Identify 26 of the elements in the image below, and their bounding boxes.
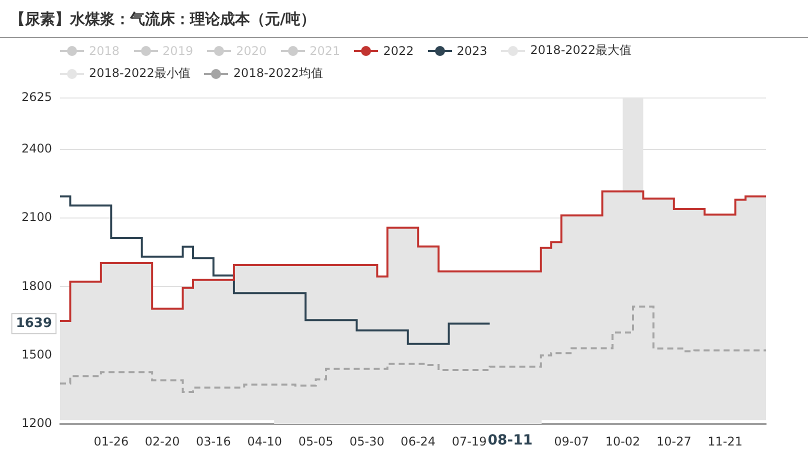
x-tick-label: 09-07	[554, 434, 590, 448]
text: 1639	[16, 316, 52, 331]
legend-label: 2018-2022最小值	[89, 65, 190, 82]
legend-label: 2018-2022最大值	[530, 42, 632, 59]
legend-label: 2018-2022均值	[233, 65, 323, 82]
x-tick-label: 05-30	[350, 434, 384, 448]
y-tick-label: 2100	[21, 210, 52, 224]
x-tick-label: 10-27	[656, 434, 692, 448]
y-tick-label: 2625	[21, 90, 52, 104]
chart-title: 【尿素】水煤浆：气流床：理论成本（元/吨）	[0, 0, 808, 38]
y-tick-label: 2400	[21, 142, 52, 156]
y-tick-label: 1200	[21, 416, 52, 430]
x-tick-label: 10-02	[605, 434, 640, 448]
text: 08-11	[488, 432, 533, 449]
x-tick-label: 06-24	[400, 434, 436, 448]
x-tick-label: 11-21	[708, 434, 743, 448]
y-tick-label: 1500	[21, 347, 52, 362]
x-tick-label: 04-10	[247, 434, 282, 448]
x-tick-label: 02-20	[144, 434, 180, 448]
y-tick-label: 1800	[21, 278, 52, 293]
x-tick-label: 05-05	[298, 434, 334, 448]
legend-label: 2023	[456, 44, 488, 58]
x-tick-label: 07-19	[452, 434, 487, 448]
legend-label: 2022	[383, 44, 414, 58]
x-tick-label: 03-16	[196, 434, 231, 448]
x-tick-label: 01-26	[94, 434, 129, 448]
